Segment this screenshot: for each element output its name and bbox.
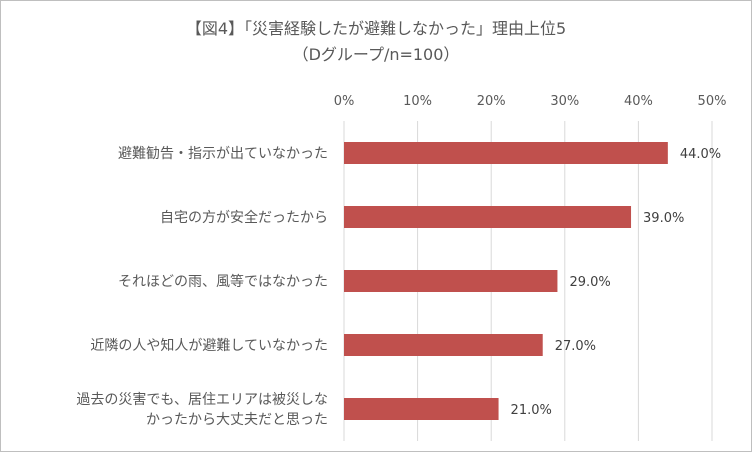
category-label: 過去の災害でも、居住エリアは被災しな [76,392,328,408]
data-label: 21.0% [511,403,552,418]
data-label: 29.0% [569,275,610,290]
bar [344,270,558,292]
bar [344,398,499,420]
bar [344,206,632,228]
chart-subtitle: （Dグループ/n=100） [292,45,460,64]
category-label: それほどの雨、風等ではなかった [118,273,328,290]
x-tick-label: 10% [403,94,432,109]
chart-title: 【図4】「災害経験したが避難しなかった」理由上位5 [185,19,567,38]
data-label: 27.0% [555,339,596,354]
data-label: 44.0% [680,147,721,162]
bar [344,334,543,356]
data-label: 39.0% [643,211,684,226]
x-tick-label: 50% [698,94,727,109]
x-tick-label: 0% [334,94,355,109]
bar [344,142,668,164]
category-label: かったから大丈夫だと思った [146,412,328,428]
x-tick-label: 30% [550,94,579,109]
category-label: 避難勧告・指示が出ていなかった [118,145,328,162]
x-tick-label: 40% [624,94,653,109]
category-label: 自宅の方が安全だったから [160,209,328,226]
x-tick-label: 20% [477,94,506,109]
category-label: 近隣の人や知人が避難していなかった [90,337,328,354]
